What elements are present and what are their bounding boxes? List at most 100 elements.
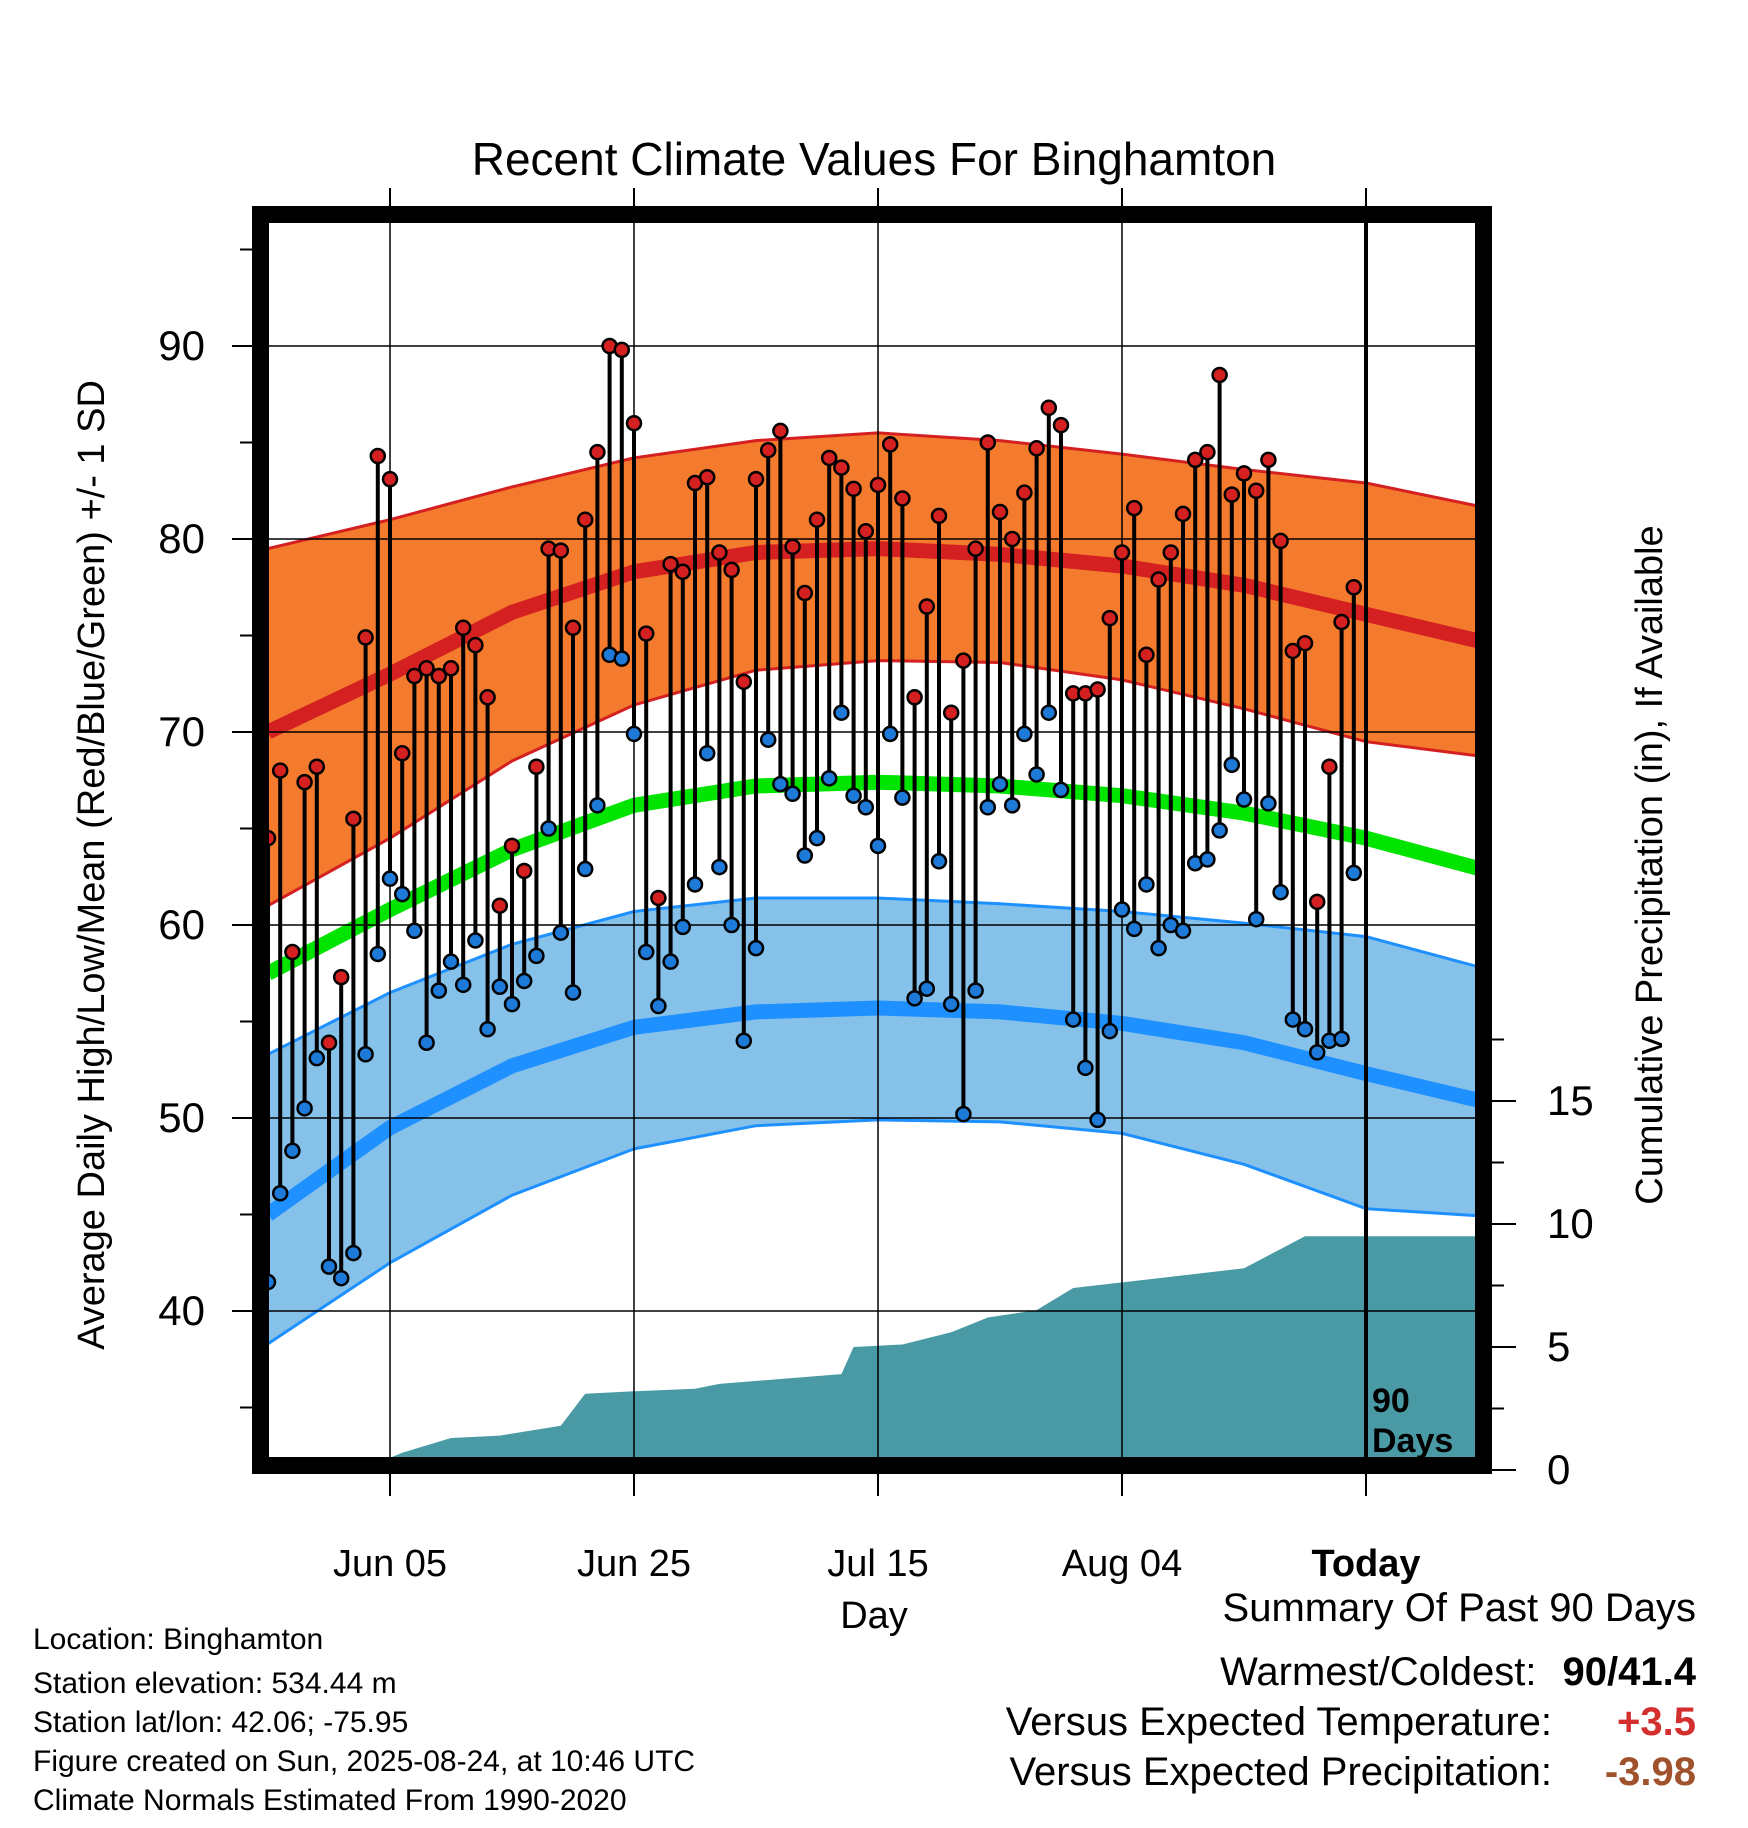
daily-low-point <box>1113 901 1131 918</box>
daily-low-point <box>1174 922 1192 940</box>
daily-high-point <box>784 538 801 555</box>
daily-high-point <box>1260 451 1277 469</box>
daily-high-point <box>1150 571 1167 588</box>
x-tick-label: Jul 15 <box>827 1543 928 1585</box>
daily-high-point <box>564 619 582 637</box>
daily-high-point <box>296 773 313 791</box>
x-tick-label: Today <box>1311 1543 1420 1585</box>
x-tick-label: Jun 25 <box>577 1543 691 1585</box>
info-created: Figure created on Sun, 2025-08-24, at 10… <box>33 1745 696 1778</box>
y-tick-label: 80 <box>158 515 205 562</box>
daily-high-point <box>345 810 362 828</box>
daily-low-point <box>1247 910 1265 928</box>
daily-low-point <box>576 860 594 878</box>
daily-low-point <box>796 847 814 864</box>
daily-low-point <box>881 725 899 743</box>
daily-low-point <box>1138 876 1155 893</box>
low-normal-band <box>268 898 1480 1344</box>
daily-low-point <box>979 799 997 816</box>
daily-high-point <box>271 762 289 779</box>
daily-low-point <box>1345 864 1363 882</box>
daily-low-point <box>589 797 606 814</box>
chart-title: Recent Climate Values For Binghamton <box>472 133 1277 185</box>
info-normals: Climate Normals Estimated From 1990-2020 <box>33 1784 627 1817</box>
daily-high-point <box>1138 646 1155 664</box>
daily-high-point <box>857 523 875 540</box>
daily-low-point <box>1199 851 1216 868</box>
daily-high-point <box>552 542 570 559</box>
daily-low-point <box>454 976 472 994</box>
daily-high-point <box>674 563 692 581</box>
y-tick-label: 50 <box>158 1094 205 1141</box>
daily-high-point <box>406 667 423 685</box>
daily-high-point <box>625 414 643 432</box>
daily-low-point <box>503 995 521 1013</box>
daily-high-point <box>1284 642 1302 660</box>
summary-temp: Versus Expected Temperature: +3.5 <box>1006 1700 1696 1745</box>
daily-low-point <box>869 837 887 855</box>
daily-low-point <box>430 982 448 999</box>
daily-low-point <box>1235 791 1253 808</box>
today-days-label: Days <box>1372 1422 1453 1460</box>
daily-low-point <box>906 990 923 1007</box>
daily-low-point <box>747 939 765 957</box>
daily-low-point <box>967 982 984 999</box>
daily-high-point <box>1052 416 1070 434</box>
daily-low-point <box>991 775 1009 793</box>
daily-high-point <box>442 660 460 677</box>
precip-area <box>324 1236 1476 1462</box>
daily-high-point <box>1186 451 1204 469</box>
today-days-number: 90 <box>1372 1382 1410 1420</box>
daily-low-point <box>1077 1059 1094 1077</box>
daily-low-point <box>1064 1011 1082 1028</box>
daily-low-point <box>442 953 460 970</box>
daily-low-point <box>845 787 862 804</box>
daily-low-point <box>1028 766 1045 783</box>
daily-high-point <box>1162 544 1180 561</box>
daily-high-point <box>894 490 911 507</box>
daily-high-point <box>393 744 411 762</box>
daily-low-point <box>515 972 533 990</box>
daily-high-point <box>1272 532 1289 550</box>
daily-high-point <box>576 511 594 528</box>
daily-high-point <box>808 511 826 528</box>
daily-low-point <box>686 876 704 893</box>
daily-low-point <box>540 820 557 837</box>
daily-low-point <box>613 650 631 667</box>
summary-temp-label: Versus Expected Temperature: <box>1005 1700 1552 1744</box>
daily-high-point <box>833 459 850 476</box>
daily-high-point <box>418 660 435 677</box>
daily-high-point <box>1211 366 1228 384</box>
daily-high-point <box>1199 443 1216 461</box>
daily-low-point <box>808 829 826 847</box>
daily-high-point <box>381 470 399 488</box>
daily-low-point <box>1308 1044 1326 1061</box>
daily-low-point <box>1150 939 1167 957</box>
daily-high-point <box>1113 544 1131 561</box>
daily-high-point <box>1308 893 1326 911</box>
daily-low-point <box>357 1046 374 1063</box>
daily-high-point <box>1235 465 1253 482</box>
daily-low-point <box>674 918 692 936</box>
daily-high-point <box>918 598 936 615</box>
daily-high-point <box>796 584 814 602</box>
daily-high-point <box>284 943 301 961</box>
daily-low-point <box>942 995 960 1013</box>
daily-low-point <box>491 978 509 996</box>
daily-low-point <box>772 775 789 793</box>
daily-low-point <box>308 1049 326 1067</box>
daily-high-point <box>820 449 838 467</box>
daily-low-point <box>637 943 655 961</box>
summary-precip-value: -3.98 <box>1604 1750 1696 1794</box>
info-location: Location: Binghamton <box>33 1623 324 1656</box>
daily-low-point <box>1003 797 1021 814</box>
y2-tick-label: 5 <box>1547 1323 1570 1370</box>
daily-high-point <box>491 897 509 914</box>
daily-high-point <box>747 470 765 488</box>
daily-high-point <box>503 837 521 855</box>
daily-low-point <box>918 980 936 997</box>
daily-high-point <box>942 704 960 721</box>
daily-low-point <box>894 789 911 806</box>
daily-high-point <box>479 689 496 706</box>
daily-low-point <box>564 984 582 1001</box>
